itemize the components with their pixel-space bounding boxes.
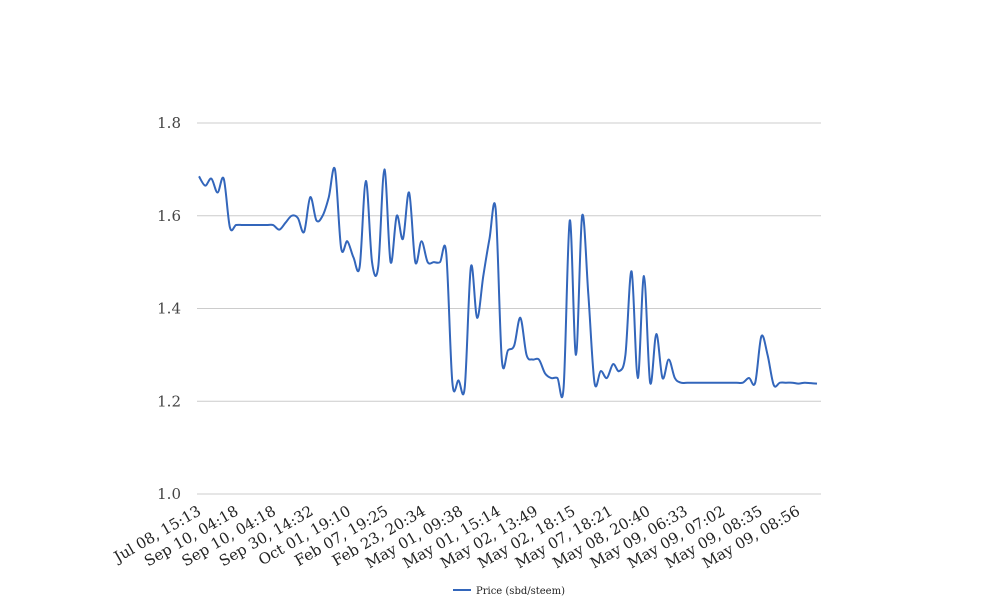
gridlines [197,122,821,495]
y-tick-label: 1.4 [157,300,181,318]
legend-label: Price (sbd/steem) [476,586,565,597]
series-layer [198,166,818,399]
y-tick-label: 1.8 [157,114,181,132]
legend: Price (sbd/steem) [453,586,565,597]
y-tick-label: 1.0 [157,485,181,503]
y-axis-ticks: 1.0 1.2 1.4 1.6 1.8 [157,114,181,503]
series-line-price [198,166,818,399]
y-tick-label: 1.6 [157,207,181,225]
y-tick-label: 1.2 [157,392,181,410]
